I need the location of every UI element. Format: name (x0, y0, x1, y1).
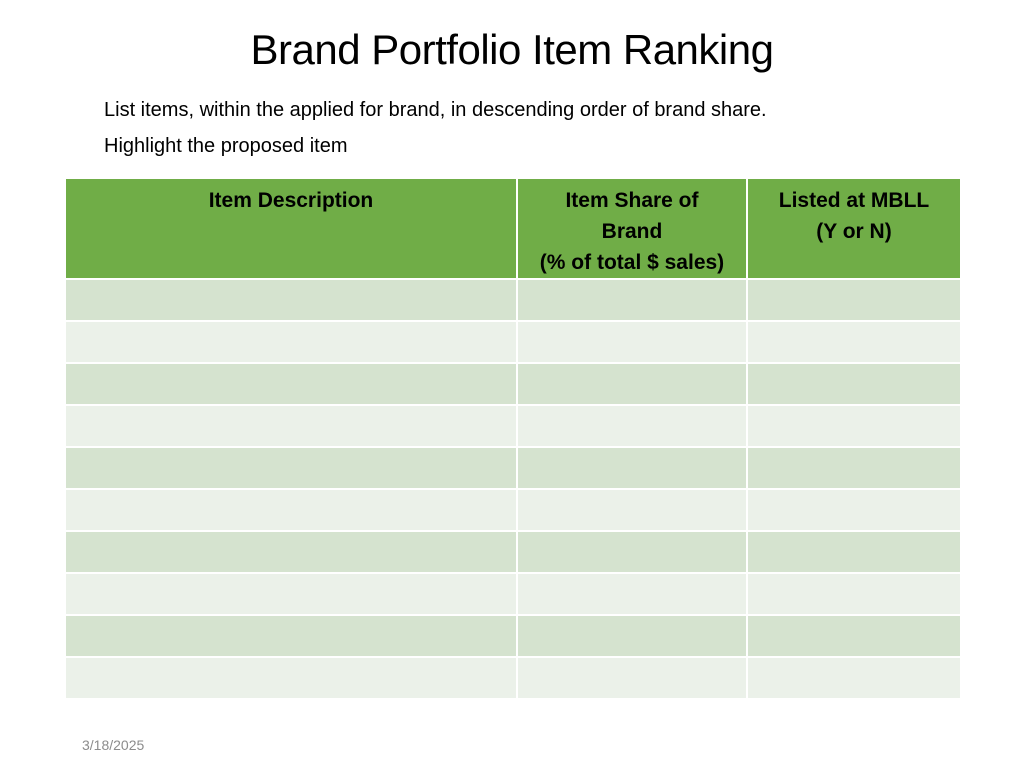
table-cell[interactable] (746, 320, 962, 364)
table-header-row: Item Description Item Share of Brand (% … (64, 177, 962, 280)
table-row (64, 278, 962, 322)
table-cell[interactable] (746, 404, 962, 448)
table-cell[interactable] (516, 614, 748, 658)
header-item-share: Item Share of Brand (% of total $ sales) (516, 177, 748, 280)
instructions: List items, within the applied for brand… (104, 92, 984, 164)
table-row (64, 404, 962, 448)
table-cell[interactable] (746, 278, 962, 322)
brand-ranking-table: Item Description Item Share of Brand (% … (64, 177, 962, 700)
table-cell[interactable] (64, 320, 518, 364)
table-cell[interactable] (516, 446, 748, 490)
table-row (64, 530, 962, 574)
instruction-line-2: Highlight the proposed item (104, 135, 348, 157)
table-cell[interactable] (516, 656, 748, 700)
table-cell[interactable] (516, 530, 748, 574)
header-listed-at-mbll: Listed at MBLL (Y or N) (746, 177, 962, 280)
table-cell[interactable] (516, 320, 748, 364)
table-cell[interactable] (64, 404, 518, 448)
table-cell[interactable] (516, 488, 748, 532)
table-cell[interactable] (516, 404, 748, 448)
table-row (64, 320, 962, 364)
table-cell[interactable] (746, 446, 962, 490)
instruction-line-1: List items, within the applied for brand… (104, 99, 767, 121)
table-cell[interactable] (64, 446, 518, 490)
slide-title: Brand Portfolio Item Ranking (250, 26, 774, 73)
table-cell[interactable] (746, 614, 962, 658)
table-cell[interactable] (64, 362, 518, 406)
table-cell[interactable] (746, 530, 962, 574)
table-cell[interactable] (64, 530, 518, 574)
table-body (64, 278, 962, 700)
table-row (64, 614, 962, 658)
table-cell[interactable] (64, 656, 518, 700)
table-cell[interactable] (746, 572, 962, 616)
slide-date: 3/18/2025 (82, 737, 145, 753)
table-cell[interactable] (64, 572, 518, 616)
table-cell[interactable] (746, 362, 962, 406)
table-cell[interactable] (746, 488, 962, 532)
table-cell[interactable] (64, 614, 518, 658)
table-row (64, 488, 962, 532)
table-cell[interactable] (516, 572, 748, 616)
table-cell[interactable] (516, 278, 748, 322)
table-row (64, 446, 962, 490)
table-cell[interactable] (64, 278, 518, 322)
table-row (64, 656, 962, 700)
table-cell[interactable] (516, 362, 748, 406)
table-row (64, 362, 962, 406)
table-row (64, 572, 962, 616)
table-cell[interactable] (64, 488, 518, 532)
header-item-description: Item Description (64, 177, 518, 280)
table-cell[interactable] (746, 656, 962, 700)
